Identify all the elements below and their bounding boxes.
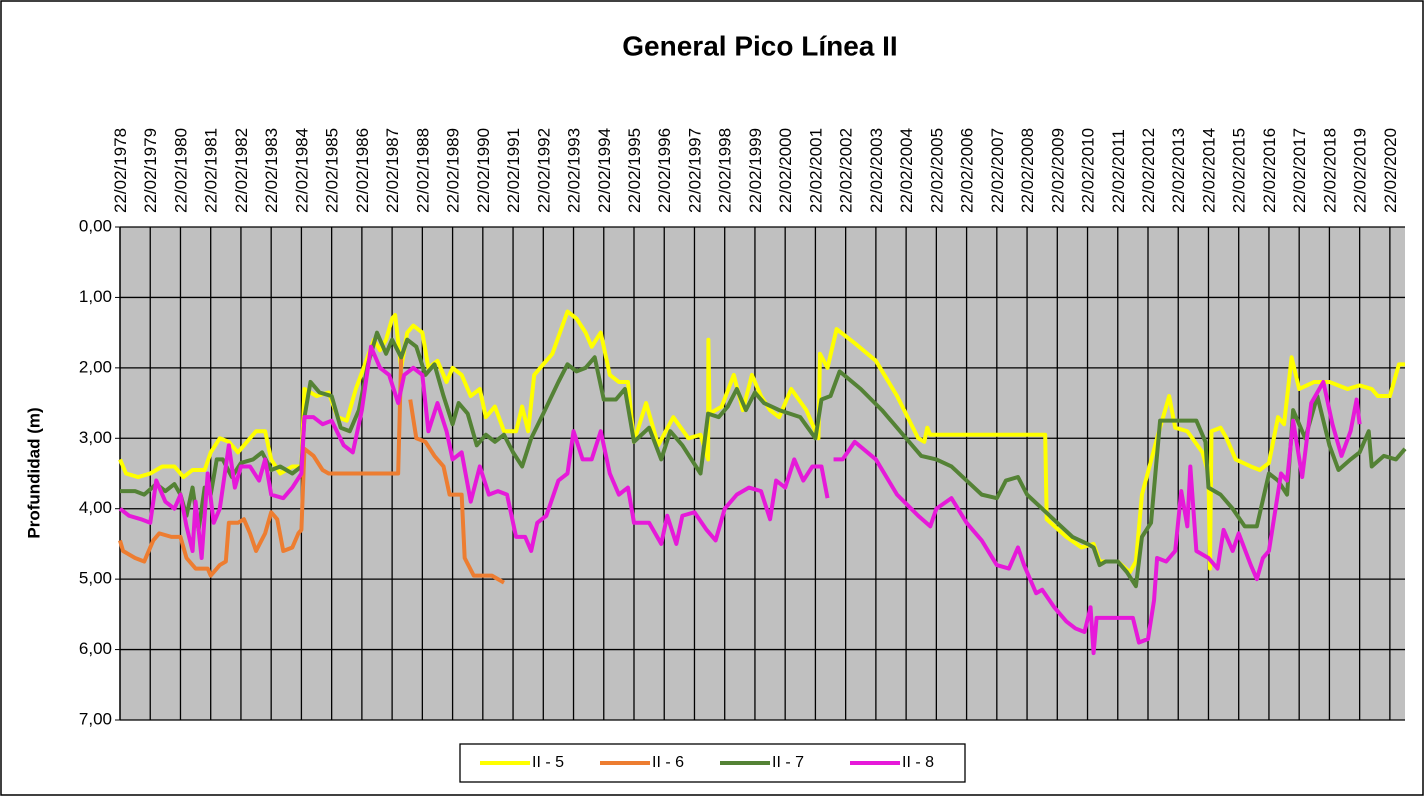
x-tick-label: 22/02/2003 <box>867 128 886 213</box>
x-tick-label: 22/02/1990 <box>474 128 493 213</box>
y-tick-label: 7,00 <box>79 709 112 728</box>
x-tick-label: 22/02/2011 <box>1109 129 1128 213</box>
x-tick-label: 22/02/2006 <box>958 128 977 213</box>
y-axis-label: Profundidad (m) <box>24 407 43 538</box>
y-tick-label: 5,00 <box>79 569 112 588</box>
y-tick-label: 2,00 <box>79 357 112 376</box>
x-tick-label: 22/02/1987 <box>383 128 402 213</box>
x-tick-label: 22/02/2005 <box>927 128 946 213</box>
x-tick-label: 22/02/1985 <box>323 128 342 213</box>
x-tick-label: 22/02/2012 <box>1139 128 1158 213</box>
legend-label: II - 8 <box>902 754 934 771</box>
x-tick-label: 22/02/2016 <box>1260 128 1279 213</box>
legend-label: II - 5 <box>532 754 564 771</box>
x-tick-label: 22/02/2001 <box>806 128 825 213</box>
x-tick-label: 22/02/1997 <box>685 128 704 213</box>
x-tick-label: 22/02/2018 <box>1320 128 1339 213</box>
series-line <box>118 309 1405 575</box>
legend-label: II - 7 <box>772 754 804 771</box>
y-tick-label: 3,00 <box>79 428 112 447</box>
x-tick-label: 22/02/2014 <box>1199 128 1218 213</box>
y-tick-label: 0,00 <box>79 216 112 235</box>
legend-label: II - 6 <box>652 754 684 771</box>
x-tick-label: 22/02/1983 <box>262 128 281 213</box>
x-tick-label: 22/02/1979 <box>141 128 160 213</box>
y-tick-label: 1,00 <box>79 287 112 306</box>
x-tick-label: 22/02/1978 <box>111 128 130 213</box>
x-tick-label: 22/02/1999 <box>746 128 765 213</box>
x-tick-label: 22/02/1980 <box>171 128 190 213</box>
series-line <box>118 344 1362 656</box>
x-tick-label: 22/02/2008 <box>1018 128 1037 213</box>
legend: II - 5 II - 6 II - 7 II - 8 <box>459 743 966 783</box>
x-tick-label: 22/02/1989 <box>444 128 463 213</box>
x-tick-label: 22/02/1994 <box>595 128 614 213</box>
x-tick-label: 22/02/2002 <box>837 128 856 213</box>
x-tick-label: 22/02/2015 <box>1230 128 1249 213</box>
x-tick-label: 22/02/1986 <box>353 128 372 213</box>
x-tick-label: 22/02/2009 <box>1048 128 1067 213</box>
x-tick-label: 22/02/1984 <box>292 128 311 213</box>
x-tick-label: 22/02/2004 <box>897 128 916 213</box>
legend-frame <box>459 743 966 783</box>
x-tick-label: 22/02/1992 <box>534 128 553 213</box>
x-tick-label: 22/02/2019 <box>1351 128 1370 213</box>
x-tick-label: 22/02/2020 <box>1381 128 1400 213</box>
x-tick-label: 22/02/1981 <box>202 128 221 213</box>
x-tick-label: 22/02/2007 <box>988 128 1007 213</box>
chart-title: General Pico Línea II <box>622 30 897 61</box>
x-tick-label: 22/02/2013 <box>1169 128 1188 213</box>
x-tick-label: 22/02/2000 <box>776 128 795 213</box>
x-tick-label: 22/02/1982 <box>232 128 251 213</box>
x-tick-label: 22/02/1995 <box>625 128 644 213</box>
x-tick-label: 22/02/1996 <box>655 128 674 213</box>
y-tick-label: 6,00 <box>79 639 112 658</box>
x-tick-label: 22/02/1993 <box>565 128 584 213</box>
y-tick-label: 4,00 <box>79 498 112 517</box>
x-tick-label: 22/02/1988 <box>413 128 432 213</box>
x-tick-label: 22/02/1998 <box>716 128 735 213</box>
x-tick-label: 22/02/1991 <box>504 128 523 213</box>
x-tick-label: 22/02/2010 <box>1079 128 1098 213</box>
series-line <box>120 330 1407 589</box>
x-tick-label: 22/02/2017 <box>1290 128 1309 213</box>
